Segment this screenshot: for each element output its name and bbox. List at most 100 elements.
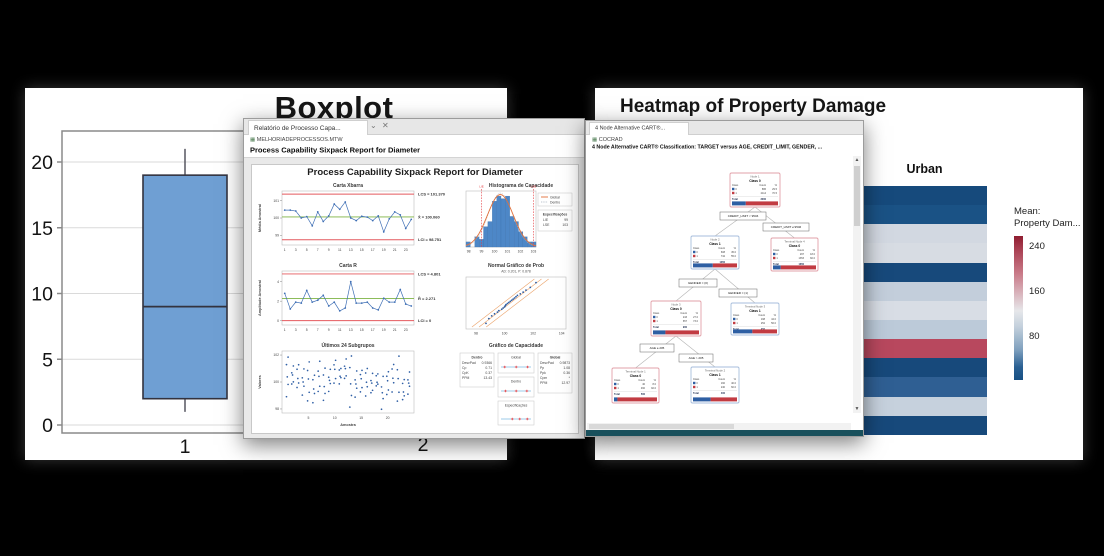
scroll-down-icon[interactable]: ▼ <box>854 406 860 412</box>
svg-text:0.37: 0.37 <box>485 371 492 375</box>
heatmap-cell <box>862 262 987 282</box>
svg-text:15: 15 <box>360 328 364 332</box>
heatmap-cell <box>862 415 987 435</box>
svg-text:Global: Global <box>550 195 560 199</box>
svg-text:5: 5 <box>42 349 53 371</box>
worksheet-icon: ▦ <box>250 136 256 143</box>
svg-text:GENDER = (1): GENDER = (1) <box>728 291 748 295</box>
svg-text:R̄ = 2.271: R̄ = 2.271 <box>418 296 436 301</box>
tree-split-label: CREDIT_LIMIT ≥ 9546 <box>762 222 810 232</box>
tree-split-label: AGE ≤ 205 <box>639 343 675 353</box>
svg-text:LCS = 4.801: LCS = 4.801 <box>418 271 441 276</box>
svg-text:Amostra: Amostra <box>340 423 356 427</box>
svg-text:500: 500 <box>641 393 646 396</box>
svg-text:Especificações: Especificações <box>543 213 568 217</box>
svg-text:0.9873: 0.9873 <box>560 361 570 365</box>
heatmap-cell <box>862 319 987 340</box>
svg-text:3000: 3000 <box>760 198 766 201</box>
svg-text:Class: Class <box>733 314 740 317</box>
heatmap-cell <box>862 186 987 206</box>
heatmap-cell <box>862 205 987 225</box>
heatmap-cell <box>862 243 987 263</box>
svg-text:Amplitude Amostral: Amplitude Amostral <box>258 280 262 316</box>
svg-text:0: 0 <box>42 415 53 437</box>
tab-label: Relatório de Processo Capa... <box>254 124 341 132</box>
tree-split-label: GENDER = (0) <box>678 278 718 288</box>
svg-text:Count: Count <box>758 314 765 317</box>
svg-text:Class: Class <box>693 247 700 250</box>
svg-text:19: 19 <box>382 328 386 332</box>
close-icon[interactable]: ✕ <box>382 121 389 130</box>
svg-text:657: 657 <box>683 320 688 323</box>
worksheet-icon: ▦ <box>592 136 598 143</box>
legend-title-line2: Property Dam... <box>1014 218 1081 229</box>
worksheet-name: MELHORIADEPROCESSOS.MTW <box>256 136 343 143</box>
tab-bar: 4 Node Alternative CART®... <box>586 121 863 135</box>
svg-text:LCI = 98.751: LCI = 98.751 <box>418 237 442 242</box>
svg-text:82.0: 82.0 <box>810 257 815 260</box>
svg-text:10: 10 <box>333 416 337 420</box>
svg-text:400: 400 <box>721 392 726 395</box>
svg-text:Total: Total <box>693 392 699 395</box>
vertical-scrollbar[interactable]: ▲ ▼ <box>853 156 861 413</box>
svg-text:Class: Class <box>732 184 739 187</box>
svg-text:20: 20 <box>386 416 390 420</box>
svg-text:Carta Xbarra: Carta Xbarra <box>333 183 363 189</box>
heatmap-cell <box>862 281 987 301</box>
svg-text:Terminal Node 1: Terminal Node 1 <box>625 370 646 374</box>
svg-text:103: 103 <box>531 250 537 254</box>
svg-text:1: 1 <box>180 436 191 458</box>
svg-text:Valores: Valores <box>258 375 262 389</box>
svg-text:104: 104 <box>559 332 565 336</box>
svg-text:AD: 0.201, P: 0.878: AD: 0.201, P: 0.878 <box>501 270 531 274</box>
svg-text:LSE: LSE <box>543 223 550 227</box>
scroll-up-icon[interactable]: ▲ <box>854 157 860 163</box>
svg-text:%: % <box>774 314 777 317</box>
svg-text:13.43: 13.43 <box>484 376 493 380</box>
tab-cart-classification[interactable]: 4 Node Alternative CART®... <box>589 122 689 135</box>
svg-text:0: 0 <box>277 319 279 323</box>
svg-text:3: 3 <box>295 328 297 332</box>
svg-text:240: 240 <box>721 386 726 389</box>
heatmap-cell <box>862 300 987 320</box>
svg-text:0.9366: 0.9366 <box>482 361 492 365</box>
worksheet-line: ▦ MELHORIADEPROCESSOS.MTW <box>250 136 435 149</box>
svg-text:%: % <box>813 249 816 252</box>
chevron-down-icon[interactable]: ⌄ <box>370 121 377 130</box>
scrollbar-thumb[interactable] <box>854 166 860 226</box>
svg-text:Ppk: Ppk <box>540 371 546 375</box>
svg-text:DesvPad: DesvPad <box>462 361 476 365</box>
svg-text:1650: 1650 <box>798 263 804 266</box>
svg-text:13: 13 <box>349 328 353 332</box>
svg-text:5: 5 <box>307 416 309 420</box>
svg-text:198: 198 <box>761 318 766 321</box>
svg-text:102: 102 <box>273 353 279 357</box>
svg-text:4: 4 <box>277 280 279 284</box>
tab-bar: Relatório de Processo Capa... ⌄ ✕ <box>244 119 584 135</box>
svg-text:%: % <box>775 184 778 187</box>
svg-text:2: 2 <box>418 434 429 456</box>
tab-process-capability-report[interactable]: Relatório de Processo Capa... <box>248 120 368 135</box>
horizontal-scrollbar[interactable] <box>587 423 851 430</box>
svg-text:Especificações: Especificações <box>505 404 528 408</box>
svg-text:Gráfico de Capacidade: Gráfico de Capacidade <box>489 343 543 349</box>
svg-text:Count: Count <box>680 312 687 315</box>
svg-text:19: 19 <box>382 248 386 252</box>
svg-text:DesvPad: DesvPad <box>540 361 554 365</box>
svg-text:13: 13 <box>349 248 353 252</box>
svg-text:1.08: 1.08 <box>563 366 570 370</box>
svg-text:CREDIT_LIMIT < 9546: CREDIT_LIMIT < 9546 <box>728 214 759 218</box>
scrollbar-thumb[interactable] <box>589 424 735 429</box>
svg-text:1: 1 <box>656 320 658 323</box>
svg-text:15: 15 <box>360 248 364 252</box>
svg-text:243: 243 <box>683 316 688 319</box>
svg-text:8.0: 8.0 <box>653 383 657 386</box>
svg-text:Class: Class <box>614 379 621 382</box>
svg-text:Total: Total <box>614 393 620 396</box>
svg-text:99: 99 <box>480 250 484 254</box>
